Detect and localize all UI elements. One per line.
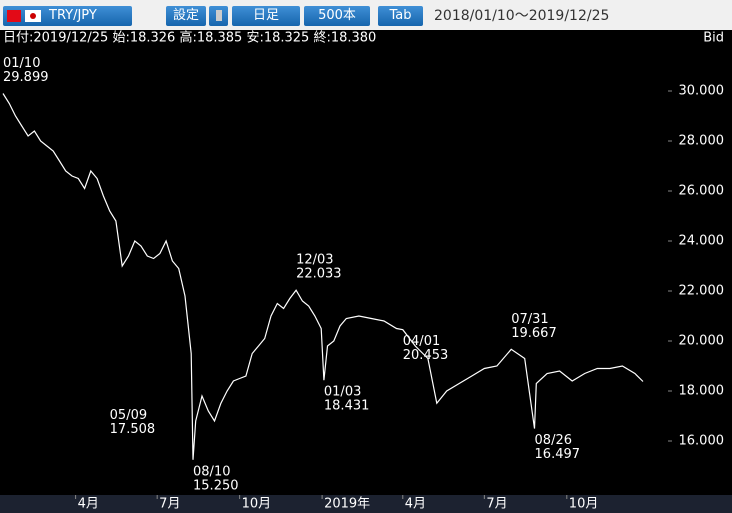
- x-tick-label: 4月: [78, 497, 99, 512]
- timeframe-button[interactable]: 日足: [232, 6, 300, 26]
- pair-button[interactable]: TRY/JPY: [3, 6, 132, 26]
- settings-button[interactable]: 設定: [166, 6, 206, 26]
- x-tick-label: 4月: [405, 497, 426, 512]
- tab-button[interactable]: Tab: [378, 6, 423, 26]
- x-tick-label: 7月: [486, 497, 507, 512]
- bars-button[interactable]: 500本: [304, 6, 370, 26]
- annotation-value: 16.497: [535, 447, 581, 462]
- annotation-value: 17.508: [110, 422, 155, 437]
- annotation-value: 19.667: [511, 326, 557, 341]
- icon-button[interactable]: [209, 6, 228, 26]
- x-tick-label: 7月: [159, 497, 180, 512]
- annotation-date: 08/26: [535, 433, 572, 448]
- y-tick-label: 16.000: [679, 434, 725, 449]
- annotation-value: 15.250: [193, 478, 239, 493]
- flag-jp: [25, 10, 41, 22]
- x-tick-label: 10月: [569, 497, 599, 512]
- annotation-date: 08/10: [193, 464, 230, 479]
- x-tick-label: 2019年: [324, 497, 370, 512]
- chart: 日付:2019/12/25 始:18.326 高:18.385 安:18.325…: [0, 30, 732, 513]
- annotation-value: 29.899: [3, 70, 49, 85]
- annotation-value: 22.033: [296, 267, 342, 282]
- y-tick-label: 18.000: [679, 384, 725, 399]
- annotation-date: 07/31: [511, 312, 548, 327]
- y-tick-label: 28.000: [679, 134, 725, 149]
- date-range: 2018/01/10〜2019/12/25: [434, 8, 610, 24]
- pair-label: TRY/JPY: [49, 8, 97, 23]
- price-type: Bid: [703, 31, 724, 46]
- price-line: [2, 93, 644, 460]
- y-tick-label: 20.000: [679, 334, 725, 349]
- y-tick-label: 30.000: [679, 84, 725, 99]
- annotation-date: 12/03: [296, 253, 333, 268]
- x-axis-bg: [0, 495, 732, 513]
- annotation-value: 20.453: [403, 348, 449, 363]
- annotation-date: 01/03: [324, 385, 361, 400]
- annotation-date: 05/09: [110, 408, 147, 423]
- y-tick-label: 24.000: [679, 234, 725, 249]
- annotation-date: 01/10: [3, 56, 40, 71]
- x-tick-label: 10月: [242, 497, 272, 512]
- annotation-date: 04/01: [403, 334, 440, 349]
- flag-tr: [7, 10, 21, 22]
- info-line: 日付:2019/12/25 始:18.326 高:18.385 安:18.325…: [3, 30, 376, 46]
- y-tick-label: 26.000: [679, 184, 725, 199]
- y-tick-label: 22.000: [679, 284, 725, 299]
- toolbar: TRY/JPY 設定 日足 500本 Tab 2018/01/10〜2019/1…: [0, 0, 732, 30]
- annotation-value: 18.431: [324, 399, 370, 414]
